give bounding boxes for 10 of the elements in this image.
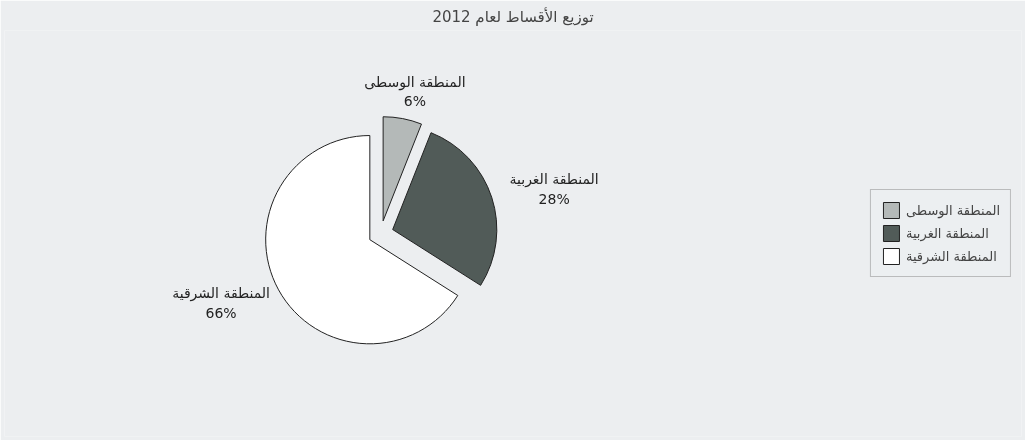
- legend-label: المنطقة الوسطى: [905, 202, 1000, 218]
- data-label: 6%: [403, 93, 427, 110]
- legend-label: المنطقة الشرقية: [905, 248, 997, 264]
- legend-label: المنطقة الغربية: [905, 225, 989, 241]
- data-label: 28%: [538, 190, 570, 207]
- slice-label: المنطقة الوسطى: [364, 74, 466, 92]
- chart-title: توزيع الأقساط لعام 2012: [432, 6, 594, 26]
- slice-label: المنطقة الغربية: [509, 171, 599, 189]
- slice-label: المنطقة الشرقية: [172, 285, 270, 303]
- data-label: 66%: [205, 304, 237, 321]
